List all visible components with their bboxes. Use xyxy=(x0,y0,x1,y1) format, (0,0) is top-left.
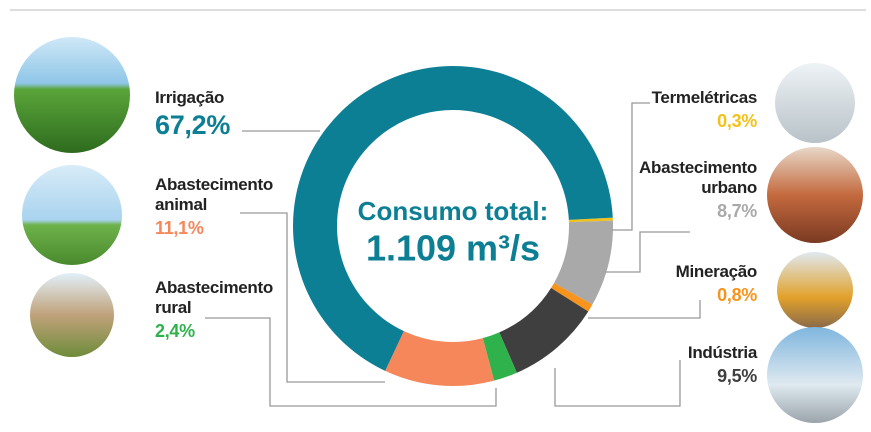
photo-rural xyxy=(30,273,114,357)
value-label: 8,7% xyxy=(617,200,757,222)
category-label: Abastecimento animal xyxy=(155,175,295,215)
center-label: Consumo total: xyxy=(358,196,549,226)
value-label: 67,2% xyxy=(155,110,295,140)
photo-industry xyxy=(767,327,863,423)
category-label: Irrigação xyxy=(155,88,295,108)
center-value: 1.109 m³/s xyxy=(366,228,540,269)
photo-irrigation xyxy=(14,37,130,153)
category-label: Abastecimento urbano xyxy=(617,158,757,198)
photo-animal xyxy=(22,165,122,265)
value-label: 2,4% xyxy=(155,320,295,342)
page: {"chart_data": {"type": "donut", "center… xyxy=(0,0,871,432)
donut-segment xyxy=(385,331,494,386)
category-label: Abastecimento rural xyxy=(155,278,295,318)
value-label: 11,1% xyxy=(155,217,295,239)
category-label: Termelétricas xyxy=(617,88,757,108)
photo-urban xyxy=(767,147,863,243)
value-label: 0,3% xyxy=(617,110,757,132)
category-label: Mineração xyxy=(617,262,757,282)
value-label: 0,8% xyxy=(617,284,757,306)
photo-mining xyxy=(777,252,853,328)
value-label: 9,5% xyxy=(617,365,757,387)
photo-thermal xyxy=(775,63,855,143)
category-label: Indústria xyxy=(617,343,757,363)
